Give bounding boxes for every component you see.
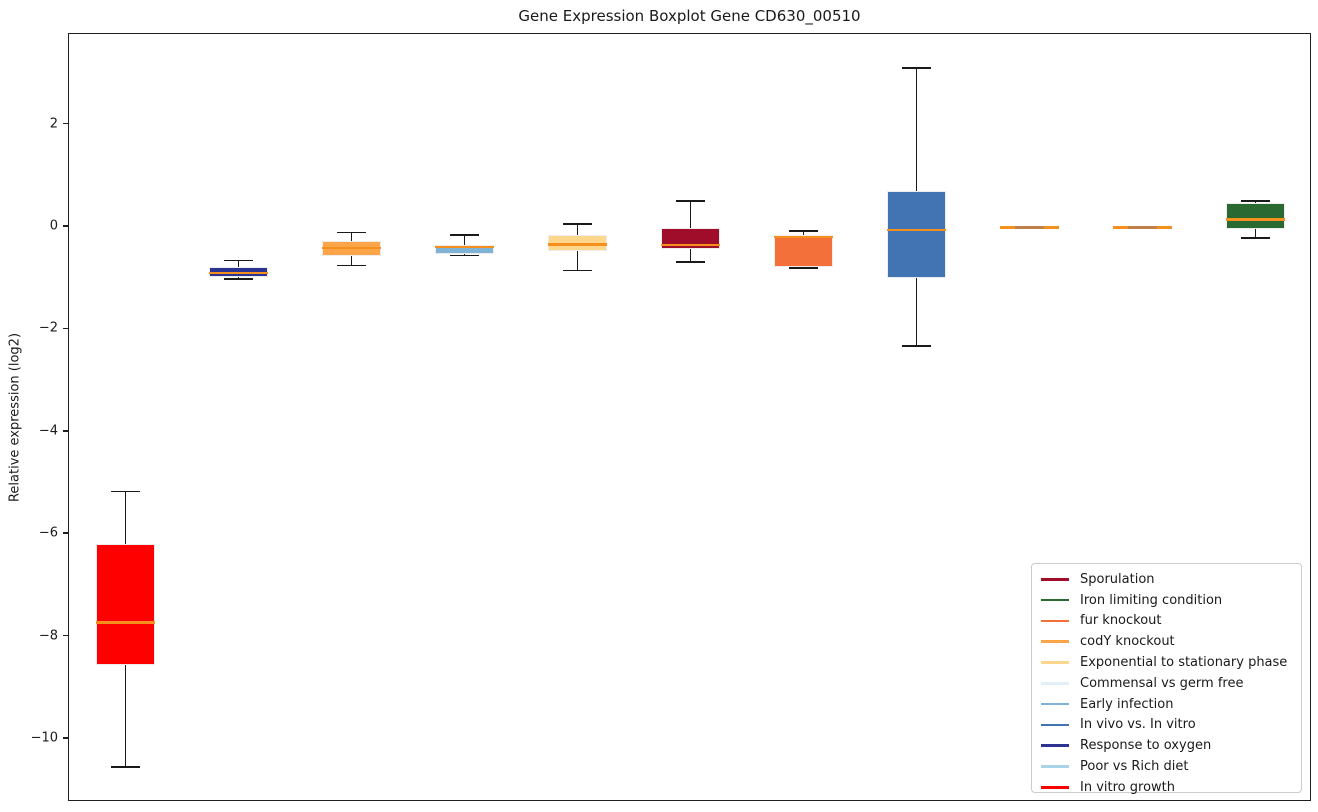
whisker-cap-bottom	[337, 264, 366, 267]
whisker-cap-top	[902, 67, 931, 69]
y-tick-mark	[63, 430, 68, 432]
legend-label: Sporulation	[1080, 571, 1155, 587]
legend-item: In vivo vs. In vitro	[1032, 715, 1301, 736]
legend-item: Exponential to stationary phase	[1032, 652, 1301, 673]
whisker-cap-bottom	[563, 269, 592, 272]
y-tick-mark	[63, 634, 68, 637]
whisker-cap-bottom	[450, 254, 479, 257]
whisker-cap-top	[111, 490, 140, 493]
boxplot-box-6	[774, 235, 833, 267]
legend-label: fur knockout	[1080, 613, 1162, 629]
whisker-cap-bottom	[1241, 237, 1270, 239]
boxplot-box-10	[1226, 202, 1285, 229]
whisker-cap-bottom	[789, 267, 818, 269]
median-line	[548, 243, 607, 246]
legend-color-swatch	[1041, 702, 1069, 706]
legend-label: codY knockout	[1080, 634, 1175, 650]
median-line	[887, 228, 946, 232]
legend-item: codY knockout	[1032, 631, 1301, 652]
y-tick-mark	[63, 122, 68, 125]
whisker-cap-bottom	[902, 345, 931, 347]
y-tick-mark	[63, 327, 68, 330]
legend-color-swatch	[1041, 578, 1069, 581]
median-line	[774, 235, 833, 238]
median-line	[96, 621, 155, 624]
boxplot-box-5	[661, 228, 720, 249]
whisker-cap-bottom	[111, 766, 140, 768]
legend-label: Iron limiting condition	[1080, 592, 1223, 608]
boxplot-box-0	[96, 544, 155, 665]
boxplot-flat-cap-9	[1128, 225, 1157, 229]
legend-color-swatch	[1041, 786, 1069, 789]
median-line	[209, 271, 268, 275]
legend-item: Early infection	[1032, 694, 1301, 715]
legend-color-swatch	[1041, 619, 1069, 623]
whisker-cap-top	[224, 259, 253, 262]
y-tick-label: −10	[30, 730, 58, 746]
chart-title: Gene Expression Boxplot Gene CD630_00510	[518, 7, 861, 25]
y-tick-label: −6	[38, 525, 58, 541]
boxplot-box-4	[548, 235, 607, 252]
median-line	[435, 245, 494, 249]
legend-color-swatch	[1041, 640, 1069, 644]
legend-item: Sporulation	[1032, 569, 1301, 590]
legend-color-swatch	[1041, 723, 1069, 727]
legend-item: Commensal vs germ free	[1032, 673, 1301, 694]
legend-label: Poor vs Rich diet	[1080, 759, 1189, 775]
median-line	[661, 243, 720, 247]
legend-color-swatch	[1041, 661, 1069, 664]
whisker-cap-bottom	[224, 278, 253, 280]
y-tick-mark	[63, 532, 68, 534]
boxplot-flat-cap-8	[1015, 225, 1044, 229]
legend-item: Poor vs Rich diet	[1032, 756, 1301, 777]
legend-label: Response to oxygen	[1080, 738, 1212, 754]
boxplot-box-7	[887, 191, 946, 279]
legend-color-swatch	[1041, 765, 1069, 768]
whisker-cap-bottom	[676, 261, 705, 263]
median-line	[1226, 218, 1285, 221]
legend: Sporulation Iron limiting condition fur kn…	[1031, 563, 1302, 795]
legend-label: Commensal vs germ free	[1080, 675, 1244, 691]
whisker-cap-top	[676, 200, 705, 202]
whisker-cap-top	[337, 231, 366, 234]
y-tick-mark	[63, 225, 68, 227]
whisker-cap-top	[450, 234, 479, 236]
legend-label: In vivo vs. In vitro	[1080, 717, 1196, 733]
y-tick-label: −2	[38, 320, 58, 336]
whisker-cap-top	[789, 230, 818, 232]
boxplot-box-3	[435, 244, 494, 255]
y-tick-label: −8	[38, 628, 58, 644]
legend-label: Early infection	[1080, 696, 1174, 712]
legend-item: Response to oxygen	[1032, 735, 1301, 756]
whisker-cap-top	[563, 223, 592, 225]
legend-label: In vitro growth	[1080, 779, 1175, 795]
legend-color-swatch	[1041, 598, 1069, 602]
legend-item: In vitro growth	[1032, 777, 1301, 798]
legend-item: fur knockout	[1032, 611, 1301, 632]
median-line	[322, 246, 381, 250]
y-tick-label: 0	[49, 218, 58, 234]
legend-label: Exponential to stationary phase	[1080, 655, 1288, 671]
whisker-cap-top	[1241, 200, 1270, 202]
legend-item: Iron limiting condition	[1032, 590, 1301, 611]
y-tick-label: 2	[49, 116, 58, 132]
y-tick-label: −4	[38, 423, 58, 439]
y-tick-mark	[63, 737, 68, 739]
legend-color-swatch	[1041, 744, 1069, 748]
legend-color-swatch	[1041, 682, 1069, 685]
